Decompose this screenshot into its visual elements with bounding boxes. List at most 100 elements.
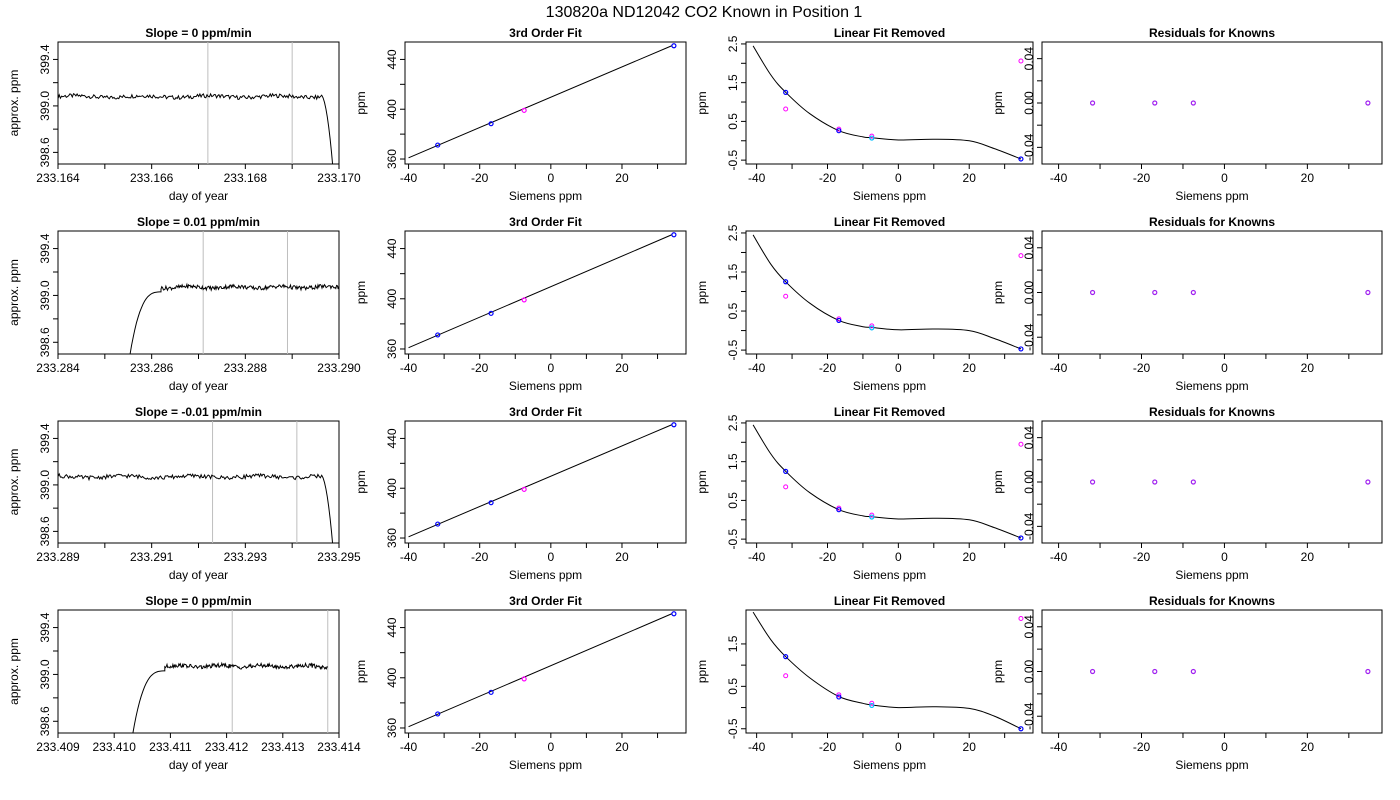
x-tick-label: -20 [1133, 361, 1151, 375]
fit-line [408, 424, 672, 538]
panel-2-4: Residuals for Knowns -40 -20 0 20 -0.04 0.00 0.… [991, 215, 1383, 393]
data-point [1190, 100, 1196, 106]
y-tick-label: 398.6 [38, 327, 52, 357]
y-axis-label: ppm [354, 91, 368, 114]
data-point [1152, 100, 1158, 106]
plot-area [1089, 289, 1371, 296]
y-tick-label: 400 [385, 667, 399, 687]
y-tick-label: 398.6 [38, 516, 52, 546]
y-tick-label: 1.5 [726, 453, 740, 470]
fit-line [408, 45, 672, 159]
x-tick-label: -40 [400, 550, 418, 564]
y-tick-label: -0.5 [726, 149, 740, 170]
y-axis-label: approx. ppm [7, 449, 21, 516]
panel-title: Linear Fit Removed [834, 215, 945, 229]
panel-title: Linear Fit Removed [834, 594, 945, 608]
plot-frame [745, 609, 1034, 734]
y-axis-label: ppm [695, 91, 709, 114]
plot-frame [745, 420, 1034, 544]
x-tick-label: 233.414 [317, 740, 361, 754]
data-point-alt [1018, 253, 1024, 259]
x-axis-label: day of year [169, 758, 228, 772]
x-tick-label: -20 [819, 361, 837, 375]
plot-frame [57, 609, 340, 734]
data-point [521, 676, 527, 682]
y-tick-label: 399.4 [38, 44, 52, 74]
data-point [671, 43, 677, 49]
data-point [783, 89, 789, 95]
y-axis-label: ppm [695, 470, 709, 493]
data-point [488, 310, 494, 316]
fit-curve [752, 234, 1022, 350]
data-point [671, 232, 677, 238]
x-tick-label: -20 [819, 740, 837, 754]
x-tick-label: 233.289 [36, 550, 80, 564]
y-tick-label: -0.5 [726, 339, 740, 360]
plot-area [752, 424, 1024, 541]
data-point [1365, 479, 1371, 485]
panel-1-1: Slope = 0 ppm/min 233.164 233.166 233.168 23… [7, 26, 361, 203]
x-tick-label: 233.410 [93, 740, 137, 754]
data-point-alt [783, 106, 789, 112]
x-tick-label: 20 [615, 740, 629, 754]
panel-1-3: Linear Fit Removed -40 -20 0 20 -0.5 0.5 1.5 2.5… [695, 26, 1034, 203]
y-tick-label: 0.5 [726, 302, 740, 319]
x-tick-label: -40 [748, 361, 766, 375]
y-tick-label: 360 [385, 339, 399, 359]
x-axis-label: Siemens ppm [1175, 758, 1248, 772]
plot-frame [1041, 41, 1383, 165]
y-tick-label: 440 [385, 49, 399, 69]
x-tick-label: 0 [1221, 550, 1228, 564]
x-axis-label: day of year [169, 568, 228, 582]
data-point-alt [783, 484, 789, 490]
x-tick-label: -40 [1050, 361, 1068, 375]
y-tick-label: 1.5 [726, 263, 740, 280]
y-axis-label: ppm [991, 281, 1005, 304]
y-tick-label: 0.5 [726, 492, 740, 509]
plot-area [752, 45, 1024, 162]
y-tick-label: 399.0 [38, 280, 52, 310]
y-tick-label: -0.5 [726, 718, 740, 739]
data-point [869, 135, 875, 141]
y-tick-label: -0.04 [1022, 512, 1036, 540]
data-point [1018, 156, 1024, 162]
y-tick-label: 398.6 [38, 137, 52, 167]
x-tick-label: -40 [1050, 740, 1068, 754]
data-point [1018, 535, 1024, 541]
x-tick-label: 20 [963, 171, 977, 185]
fit-line [408, 234, 672, 349]
x-tick-label: 233.411 [149, 740, 192, 754]
data-point [1089, 100, 1096, 106]
plot-area [58, 421, 334, 543]
x-tick-label: 0 [547, 550, 554, 564]
x-tick-label: 20 [615, 361, 629, 375]
x-tick-label: 20 [1301, 361, 1315, 375]
data-point [1089, 668, 1096, 675]
plot-frame [745, 41, 1034, 165]
x-tick-label: -40 [400, 361, 418, 375]
x-tick-label: -20 [1133, 740, 1151, 754]
panel-title: Linear Fit Removed [834, 405, 945, 419]
x-tick-label: 233.413 [261, 740, 305, 754]
data-point [1018, 726, 1024, 732]
x-axis-label: Siemens ppm [1175, 379, 1248, 393]
x-tick-label: 20 [1301, 740, 1315, 754]
x-axis-label: Siemens ppm [853, 189, 926, 203]
plot-frame [404, 609, 687, 734]
x-tick-label: 0 [1221, 361, 1228, 375]
panel-2-1: Slope = 0.01 ppm/min 233.284 233.286 233.28… [7, 215, 361, 393]
x-tick-label: -40 [748, 171, 766, 185]
plot-area [408, 43, 677, 159]
x-axis-label: Siemens ppm [509, 758, 582, 772]
data-point-alt [869, 512, 875, 518]
data-point [1190, 668, 1196, 675]
y-tick-label: -0.04 [1022, 323, 1036, 351]
panel-title: Residuals for Knowns [1149, 26, 1275, 40]
x-tick-label: 233.288 [224, 361, 268, 375]
x-tick-label: 233.291 [130, 550, 174, 564]
data-point-alt [1018, 58, 1024, 64]
plot-area [1089, 100, 1371, 106]
x-tick-label: -20 [471, 361, 489, 375]
y-tick-label: 440 [385, 428, 399, 448]
panel-4-2: 3rd Order Fit -40 -20 0 20 360 400 440 Siemens p… [354, 594, 687, 772]
